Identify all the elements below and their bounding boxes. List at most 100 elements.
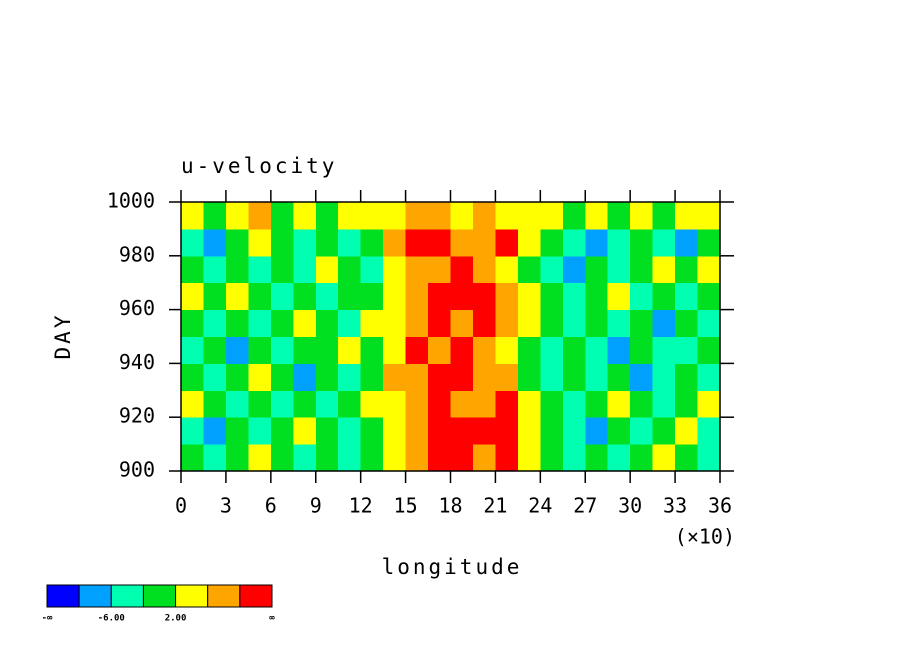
cell xyxy=(517,336,541,364)
cell xyxy=(495,309,519,337)
cell xyxy=(248,282,272,311)
cell xyxy=(181,282,204,311)
cell xyxy=(675,282,699,311)
x-tick-label: 30 xyxy=(618,494,642,518)
cell xyxy=(585,444,609,472)
cell xyxy=(360,282,384,311)
cell xyxy=(450,390,474,418)
y-tick-label: 1000 xyxy=(107,189,155,213)
cell xyxy=(652,255,676,284)
cell xyxy=(338,417,362,445)
cell xyxy=(428,255,451,284)
cell xyxy=(428,417,451,445)
cell xyxy=(562,336,586,364)
cell xyxy=(652,228,676,257)
cell xyxy=(405,202,429,230)
cell xyxy=(472,282,496,311)
cell xyxy=(697,390,721,418)
x-tick-label: 27 xyxy=(573,494,597,518)
cell xyxy=(315,202,339,230)
cell xyxy=(383,282,407,311)
cell xyxy=(495,282,519,311)
cell xyxy=(630,228,654,257)
cell xyxy=(607,202,631,230)
colorbar-box xyxy=(239,584,273,608)
cell xyxy=(450,282,474,311)
cell xyxy=(248,255,272,284)
cell xyxy=(517,390,541,418)
x-multiplier: (×10) xyxy=(675,525,735,549)
cell xyxy=(225,282,249,311)
cell xyxy=(270,309,294,337)
cell xyxy=(540,255,564,284)
x-tick-label: 0 xyxy=(175,494,187,518)
cell xyxy=(338,309,362,337)
colorbar-label: 2.00 xyxy=(165,614,187,624)
cell xyxy=(315,282,339,311)
y-tick-label: 980 xyxy=(119,242,155,266)
cell xyxy=(293,444,317,472)
cell xyxy=(517,255,541,284)
cell xyxy=(585,336,609,364)
cell xyxy=(203,255,227,284)
cell xyxy=(405,417,429,445)
cell xyxy=(428,390,451,418)
cell xyxy=(540,444,564,472)
cell xyxy=(517,282,541,311)
cell xyxy=(248,202,272,230)
cell xyxy=(540,363,564,391)
y-axis-label: DAY xyxy=(51,313,75,360)
cell xyxy=(495,255,519,284)
cell xyxy=(225,390,249,418)
cell xyxy=(248,309,272,337)
cell xyxy=(450,444,474,472)
cell xyxy=(315,417,339,445)
cell xyxy=(248,417,272,445)
cell xyxy=(585,202,609,230)
cell xyxy=(270,255,294,284)
cell xyxy=(562,390,586,418)
y-tick-label: 920 xyxy=(119,404,155,428)
cell xyxy=(697,309,721,337)
cell xyxy=(338,390,362,418)
cell xyxy=(697,417,721,445)
cell xyxy=(675,363,699,391)
cell xyxy=(405,390,429,418)
cell xyxy=(585,282,609,311)
cell xyxy=(472,363,496,391)
cell xyxy=(203,444,227,472)
cell xyxy=(450,417,474,445)
cell xyxy=(315,444,339,472)
cell xyxy=(270,390,294,418)
cell xyxy=(517,417,541,445)
cell xyxy=(181,417,204,445)
cell xyxy=(562,309,586,337)
y-tick-label: 940 xyxy=(119,350,155,374)
cell xyxy=(315,228,339,257)
cell xyxy=(472,390,496,418)
cell xyxy=(181,390,204,418)
cell xyxy=(562,417,586,445)
cell xyxy=(630,417,654,445)
cell xyxy=(293,390,317,418)
cell xyxy=(203,309,227,337)
cell xyxy=(585,390,609,418)
cell xyxy=(405,444,429,472)
cell xyxy=(562,202,586,230)
cell xyxy=(225,444,249,472)
colorbar-label: -∞ xyxy=(42,614,53,624)
cell xyxy=(315,255,339,284)
cell xyxy=(652,417,676,445)
cell xyxy=(225,417,249,445)
cell xyxy=(652,444,676,472)
x-tick-label: 36 xyxy=(708,494,732,518)
cell xyxy=(495,417,519,445)
cell xyxy=(540,417,564,445)
cell xyxy=(338,282,362,311)
cell xyxy=(270,336,294,364)
cell xyxy=(248,228,272,257)
cell xyxy=(450,309,474,337)
cell xyxy=(405,228,429,257)
cell xyxy=(383,255,407,284)
cell xyxy=(607,255,631,284)
